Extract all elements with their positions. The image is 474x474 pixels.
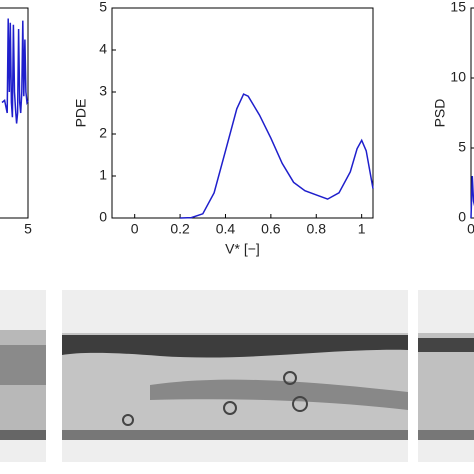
y-axis-label: PDE (73, 99, 89, 128)
data-line (180, 93, 374, 219)
x-axis-label: V* [−] (225, 241, 260, 257)
x-tick-label: 0 (131, 221, 139, 237)
y-tick-label: 0 (99, 209, 107, 225)
y-axis-label: PSD (432, 99, 448, 128)
x-tick-label: 0 (467, 221, 474, 237)
x-tick-label: 0.2 (170, 221, 190, 237)
y-tick-label: 0 (458, 209, 466, 225)
y-tick-label: 15 (450, 0, 466, 15)
y-tick-label: 5 (458, 139, 466, 155)
x-tick-label: 5 (24, 221, 32, 237)
axes-box (111, 7, 374, 219)
y-tick-label: 1 (99, 167, 107, 183)
y-tick-label: 3 (99, 83, 107, 99)
x-tick-label: 0.4 (216, 221, 236, 237)
data-line (1, 18, 29, 124)
y-tick-label: 2 (99, 125, 107, 141)
y-tick-label: 10 (450, 69, 466, 85)
y-tick-label: 4 (99, 41, 107, 57)
photo-strip (0, 290, 474, 462)
x-tick-label: 0.6 (261, 221, 281, 237)
axes-box (470, 7, 474, 219)
x-tick-label: 0.8 (307, 221, 327, 237)
y-tick-label: 5 (99, 0, 107, 15)
x-tick-label: 1 (358, 221, 366, 237)
